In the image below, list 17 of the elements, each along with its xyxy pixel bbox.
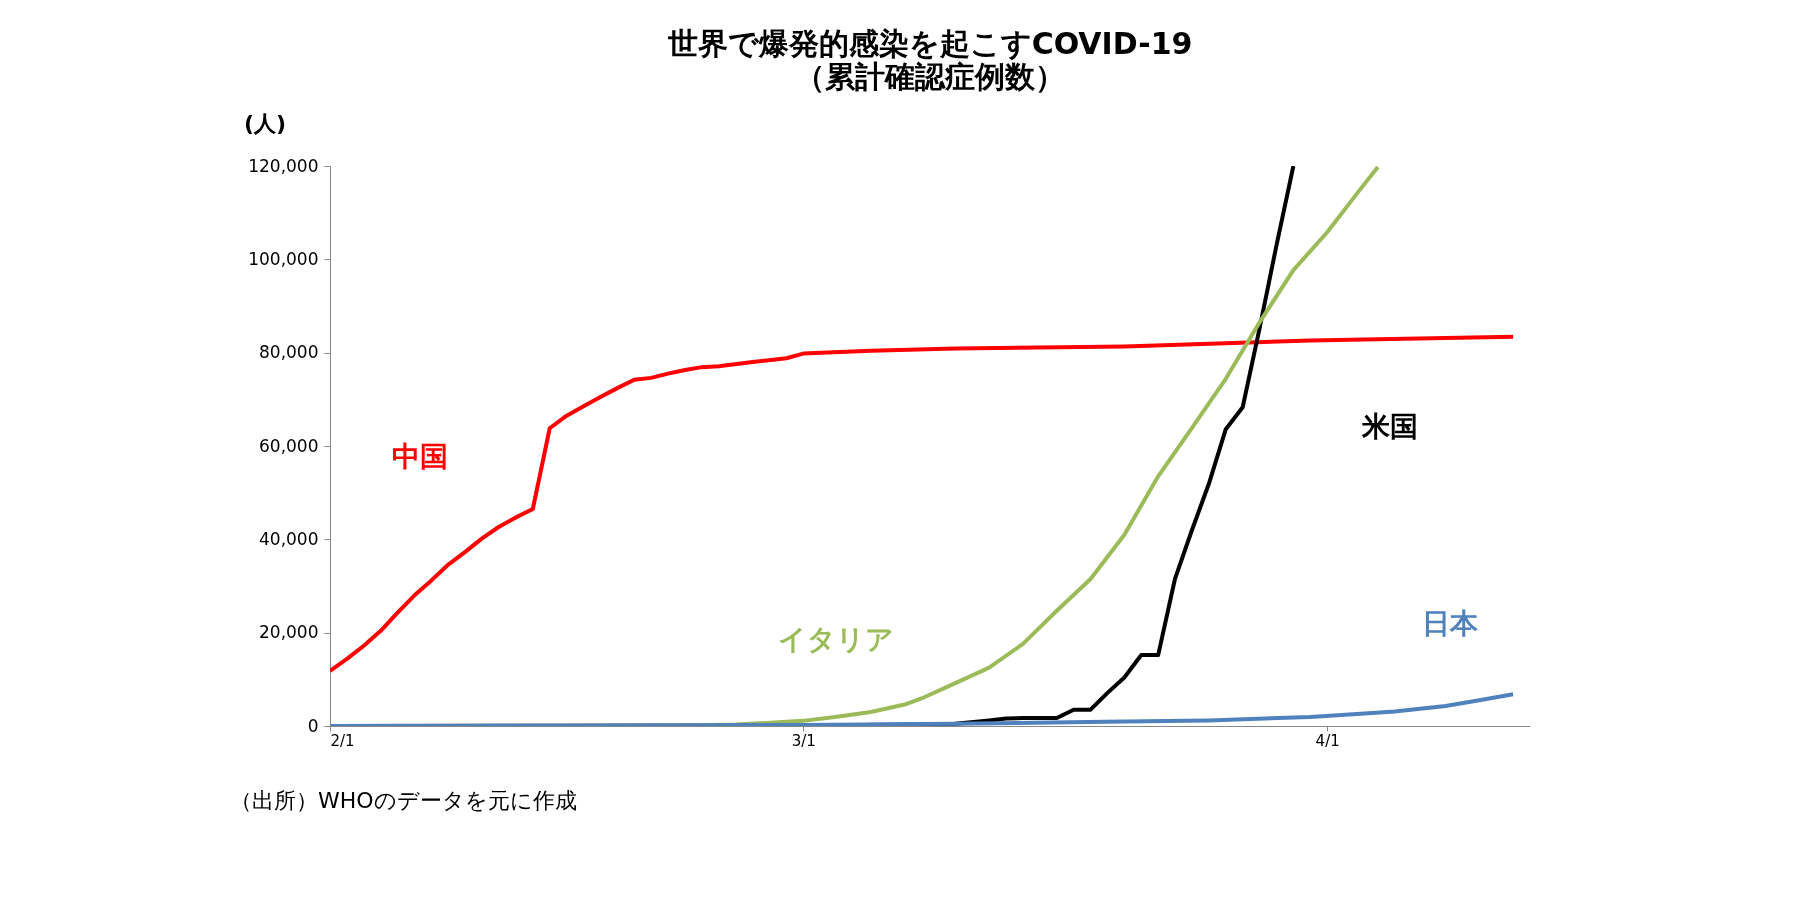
- y-tick-label: 0: [307, 715, 319, 736]
- text: 日本: [1422, 607, 1479, 640]
- x-tick-label: 2/1: [330, 731, 355, 750]
- text: 中国: [392, 440, 448, 473]
- y-axis-title: (人): [243, 111, 287, 136]
- x-tick-label: 3/1: [791, 731, 816, 750]
- y-tick-label: 100,000: [248, 248, 319, 269]
- y-tick-label: 120,000: [248, 155, 319, 176]
- x-tick-label: 4/1: [1315, 731, 1340, 750]
- chart-title: 世界で爆発的感染を起こすCOVID-19: [666, 26, 1193, 61]
- series-label: イタリア: [778, 623, 894, 656]
- y-tick-label: 80,000: [259, 342, 319, 363]
- y-tick-label: 40,000: [259, 528, 319, 549]
- y-tick-label: 60,000: [259, 435, 319, 456]
- text: 米国: [1361, 410, 1418, 443]
- y-tick-label: 20,000: [259, 622, 319, 643]
- text: （出所）WHOのデータを元に作成: [230, 788, 577, 813]
